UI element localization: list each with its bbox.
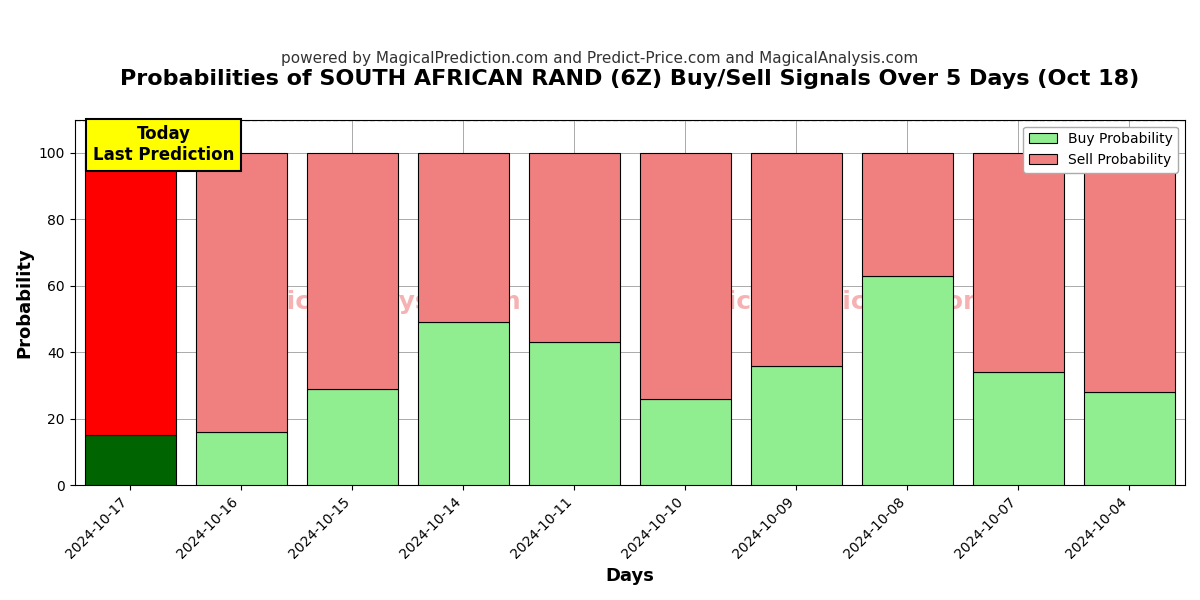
Bar [973,153,1064,372]
Text: powered by MagicalPrediction.com and Predict-Price.com and MagicalAnalysis.com: powered by MagicalPrediction.com and Pre… [281,51,919,66]
Y-axis label: Probability: Probability [16,247,34,358]
Bar [751,153,842,365]
Bar [640,399,731,485]
Legend: Buy Probability, Sell Probability: Buy Probability, Sell Probability [1024,127,1178,173]
Bar [751,365,842,485]
Bar [529,343,620,485]
Bar [307,389,397,485]
Bar [1084,392,1175,485]
Bar [418,153,509,322]
Bar [196,432,287,485]
Bar [1084,153,1175,392]
Text: Today
Last Prediction: Today Last Prediction [92,125,234,164]
Bar [85,436,175,485]
Bar [973,372,1064,485]
Bar [529,153,620,343]
Title: Probabilities of SOUTH AFRICAN RAND (6Z) Buy/Sell Signals Over 5 Days (Oct 18): Probabilities of SOUTH AFRICAN RAND (6Z)… [120,69,1140,89]
Bar [307,153,397,389]
Bar [640,153,731,399]
Text: MagicalPrediction.com: MagicalPrediction.com [670,290,990,314]
Bar [196,153,287,432]
Bar [418,322,509,485]
Bar [862,276,953,485]
Text: MagicalAnalysis.com: MagicalAnalysis.com [228,290,521,314]
Bar [862,153,953,276]
Bar [85,153,175,436]
X-axis label: Days: Days [605,567,654,585]
